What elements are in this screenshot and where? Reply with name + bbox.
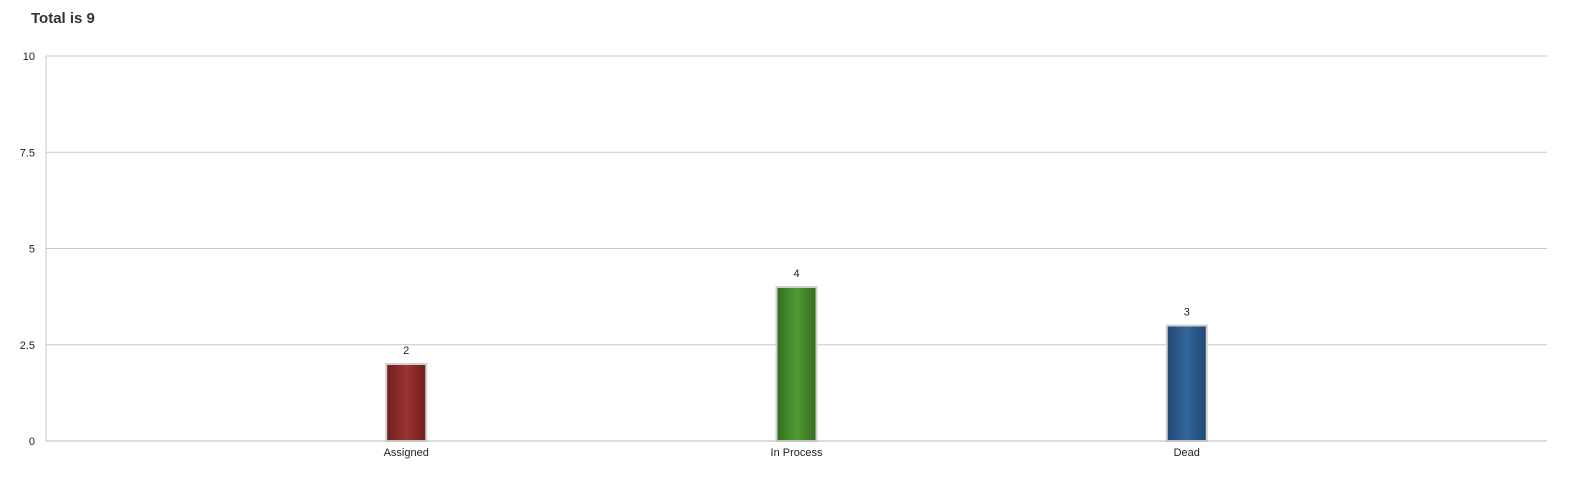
y-tick-label: 7.5 [20, 147, 35, 159]
y-tick-label: 10 [23, 51, 35, 63]
y-tick-label: 0 [29, 436, 35, 448]
y-tick-label: 2.5 [20, 340, 35, 352]
y-tick-label: 5 [29, 244, 35, 256]
chart-title: Total is 9 [31, 10, 95, 27]
bar-assigned[interactable] [385, 363, 428, 442]
data-label: 3 [1184, 307, 1190, 319]
data-label: 4 [793, 268, 799, 280]
bars: 2 4 3 [385, 268, 1208, 442]
x-tick-label: Assigned [384, 447, 429, 459]
data-label: 2 [403, 345, 409, 357]
bar-dead[interactable] [1165, 324, 1208, 442]
x-axis: Assigned In Process Dead [46, 440, 1547, 459]
x-tick-label: Dead [1174, 447, 1200, 459]
bar-in-process[interactable] [775, 286, 818, 442]
x-tick-label: In Process [771, 447, 823, 459]
y-axis: 0 2.5 5 7.5 10 [20, 51, 47, 448]
